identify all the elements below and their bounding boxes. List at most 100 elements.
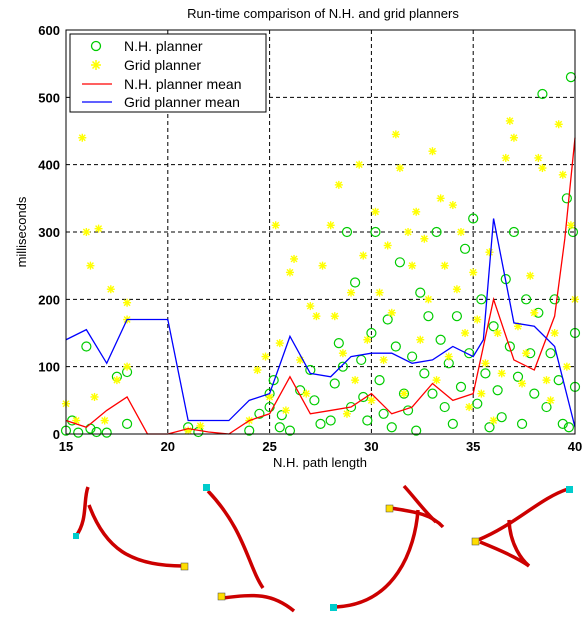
data-point — [420, 235, 428, 243]
legend-marker-grid-planner — [91, 60, 101, 70]
end-marker — [181, 563, 188, 570]
data-point — [319, 262, 327, 270]
x-tick-label: 35 — [466, 439, 480, 454]
data-point — [347, 289, 355, 297]
data-point — [526, 272, 534, 280]
data-point — [542, 376, 550, 384]
data-point — [559, 171, 567, 179]
data-point — [530, 309, 538, 317]
y-tick-label: 300 — [38, 225, 60, 240]
x-tick-labels: 15 20 25 30 35 40 — [59, 439, 582, 454]
legend-label-nh-mean: N.H. planner mean — [124, 76, 242, 92]
data-point — [416, 336, 424, 344]
data-point — [400, 390, 408, 398]
data-point — [290, 255, 298, 263]
x-axis-label: N.H. path length — [273, 455, 367, 470]
data-point — [312, 312, 320, 320]
legend-label-nh-planner: N.H. planner — [124, 38, 203, 54]
data-point — [367, 396, 375, 404]
data-point — [428, 147, 436, 155]
x-tick-label: 20 — [161, 439, 175, 454]
data-point — [302, 390, 310, 398]
data-point — [351, 376, 359, 384]
data-point — [376, 289, 384, 297]
data-point — [196, 422, 204, 430]
data-point — [343, 410, 351, 418]
x-tick-label: 25 — [262, 439, 276, 454]
data-point — [555, 120, 563, 128]
data-point — [327, 221, 335, 229]
path-thumbnail-4 — [472, 486, 573, 566]
legend: N.H. planner Grid planner N.H. planner m… — [70, 34, 266, 112]
start-marker — [203, 484, 210, 491]
end-marker — [218, 593, 225, 600]
data-point — [262, 353, 270, 361]
data-point — [412, 208, 420, 216]
data-point — [485, 248, 493, 256]
data-point — [396, 164, 404, 172]
y-tick-label: 0 — [53, 427, 60, 442]
data-point — [101, 417, 109, 425]
data-point — [286, 268, 294, 276]
start-marker — [73, 533, 79, 539]
data-point — [359, 252, 367, 260]
data-point — [95, 225, 103, 233]
data-point — [78, 134, 86, 142]
data-point — [276, 339, 284, 347]
data-point — [123, 363, 131, 371]
data-point — [335, 181, 343, 189]
data-point — [272, 221, 280, 229]
chart-title: Run-time comparison of N.H. and grid pla… — [187, 6, 459, 21]
x-tick-label: 15 — [59, 439, 73, 454]
data-point — [123, 299, 131, 307]
data-point — [465, 403, 473, 411]
y-tick-label: 400 — [38, 158, 60, 173]
data-point — [306, 302, 314, 310]
data-point — [563, 363, 571, 371]
data-point — [371, 208, 379, 216]
data-point — [477, 390, 485, 398]
start-marker — [330, 604, 337, 611]
data-point — [437, 194, 445, 202]
data-point — [490, 417, 498, 425]
data-point — [510, 134, 518, 142]
x-tick-label: 40 — [568, 439, 582, 454]
y-tick-label: 500 — [38, 90, 60, 105]
data-point — [551, 329, 559, 337]
data-point — [392, 130, 400, 138]
data-point — [91, 393, 99, 401]
data-point — [82, 228, 90, 236]
data-point — [408, 262, 416, 270]
data-point — [473, 316, 481, 324]
data-point — [433, 376, 441, 384]
data-point — [522, 349, 530, 357]
data-point — [331, 312, 339, 320]
start-marker — [566, 486, 573, 493]
data-point — [282, 406, 290, 414]
data-point — [498, 369, 506, 377]
data-point — [380, 356, 388, 364]
path-thumbnail-2 — [203, 484, 294, 611]
x-tick-label: 30 — [364, 439, 378, 454]
data-point — [567, 221, 575, 229]
data-point — [494, 329, 502, 337]
data-point — [404, 228, 412, 236]
data-point — [506, 117, 514, 125]
data-point — [107, 285, 115, 293]
data-point — [547, 396, 555, 404]
data-point — [113, 376, 121, 384]
data-point — [355, 161, 363, 169]
y-tick-labels: 0 100 200 300 400 500 600 — [38, 23, 60, 442]
data-point — [384, 241, 392, 249]
data-point — [184, 427, 192, 435]
path-thumbnail-3 — [330, 486, 443, 611]
y-axis-label: milliseconds — [14, 196, 29, 267]
end-marker — [472, 538, 479, 545]
y-tick-label: 600 — [38, 23, 60, 38]
data-point — [424, 295, 432, 303]
data-point — [538, 164, 546, 172]
legend-label-grid-planner: Grid planner — [124, 57, 201, 73]
data-point — [441, 262, 449, 270]
data-point — [534, 154, 542, 162]
